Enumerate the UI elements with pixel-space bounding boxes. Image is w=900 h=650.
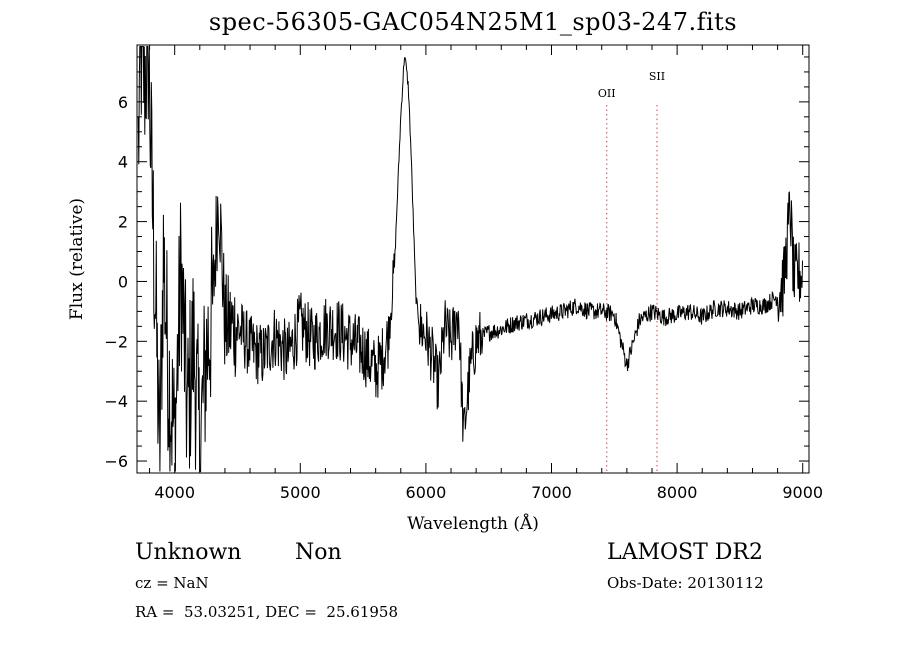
y-tick-label: −4 [104,392,128,411]
object-subclass: Non [295,540,342,565]
y-tick-label: −6 [104,452,128,471]
spectral-line-label: SII [649,70,665,83]
y-tick-label: −2 [104,332,128,351]
x-tick-label: 6000 [406,483,447,502]
x-tick-label: 7000 [531,483,572,502]
y-tick-label: 2 [118,213,128,232]
x-tick-label: 8000 [657,483,698,502]
x-axis-label: Wavelength (Å) [407,513,539,534]
coordinates-label: RA = 53.03251, DEC = 25.61958 [135,603,399,621]
y-tick-label: 6 [118,93,128,112]
y-tick-label: 4 [118,153,128,172]
x-tick-label: 9000 [782,483,823,502]
y-axis-label: Flux (relative) [67,198,87,320]
spectral-line-label: OII [598,87,616,100]
obs-date-label: Obs-Date: 20130112 [607,574,764,592]
survey-label: LAMOST DR2 [607,540,763,565]
y-tick-label: 0 [118,272,128,291]
x-tick-label: 5000 [280,483,321,502]
plot-frame [136,44,810,474]
redshift-label: cz = NaN [135,574,209,592]
spectrum-line [137,46,803,472]
object-class: Unknown [135,540,242,565]
x-tick-label: 4000 [154,483,195,502]
chart-title: spec-56305-GAC054N25M1_sp03-247.fits [208,8,738,36]
